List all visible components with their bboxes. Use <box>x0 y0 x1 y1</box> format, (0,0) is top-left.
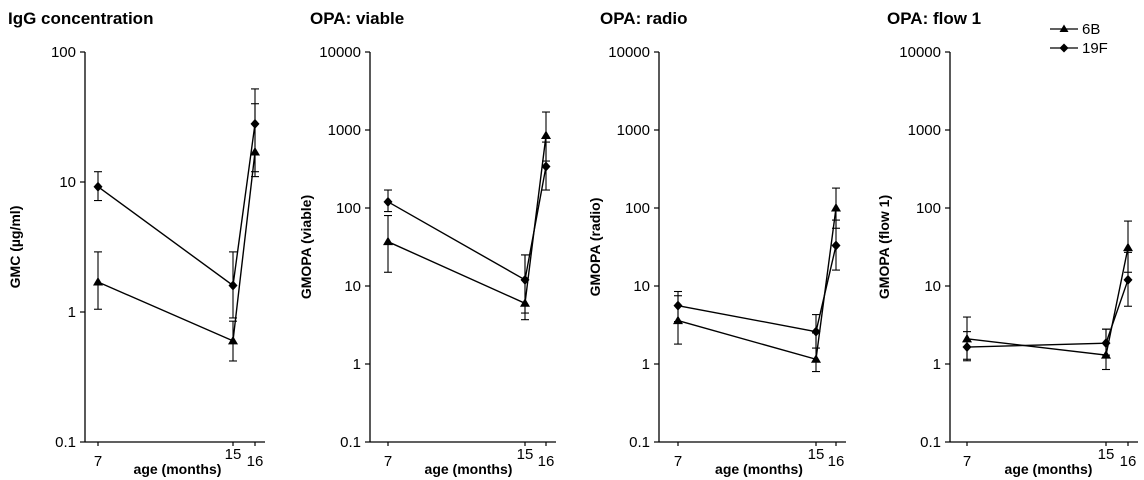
data-point-triangle <box>811 354 821 363</box>
series-19f <box>962 251 1133 360</box>
legend-marker-triangle <box>1059 24 1069 32</box>
series-line <box>97 123 256 287</box>
x-axis-label: age (months) <box>134 461 222 477</box>
chart-title: OPA: flow 1 <box>887 9 981 28</box>
y-tick-label: 1000 <box>617 122 650 139</box>
y-tick-label: 10 <box>924 278 941 295</box>
data-point-diamond <box>520 274 530 285</box>
data-point-diamond <box>250 118 260 129</box>
x-tick-label: 16 <box>828 453 845 470</box>
series-19f <box>673 219 841 349</box>
legend: 6B 19F <box>1050 21 1108 57</box>
data-point-triangle <box>1123 242 1133 252</box>
y-tick-label: 100 <box>51 44 76 61</box>
data-point-diamond <box>962 342 972 353</box>
chart-title: OPA: viable <box>310 9 404 28</box>
y-axis-label: GMOPA (radio) <box>587 198 603 297</box>
x-tick-label: 7 <box>94 453 102 470</box>
series-line <box>677 245 837 333</box>
y-axis-label: GMOPA (viable) <box>298 195 314 299</box>
y-tick-label: 1000 <box>908 122 941 139</box>
series-line <box>387 166 547 281</box>
y-tick-label: 100 <box>336 200 361 217</box>
y-tick-label: 10000 <box>608 44 650 61</box>
x-tick-label: 16 <box>247 453 264 470</box>
y-tick-label: 100 <box>625 200 650 217</box>
y-tick-label: 0.1 <box>55 434 76 451</box>
y-tick-label: 1000 <box>328 122 361 139</box>
y-tick-label: 10 <box>344 278 361 295</box>
series-6b <box>383 111 551 321</box>
series-line <box>97 151 256 342</box>
series-6b <box>962 220 1133 371</box>
series-line <box>677 207 837 361</box>
chart-title: IgG concentration <box>8 9 153 28</box>
x-axis-label: age (months) <box>425 461 513 477</box>
data-point-triangle <box>383 236 393 246</box>
chart-title: OPA: radio <box>600 9 688 28</box>
data-point-diamond <box>811 326 821 337</box>
y-axis-label: GMOPA (flow 1) <box>876 195 892 299</box>
x-tick-label: 7 <box>674 453 682 470</box>
x-tick-label: 16 <box>538 453 555 470</box>
x-axis-label: age (months) <box>715 461 803 477</box>
y-tick-label: 1 <box>353 356 361 373</box>
data-point-triangle <box>93 277 103 286</box>
data-point-diamond <box>1101 338 1111 349</box>
x-tick-label: 7 <box>963 453 971 470</box>
data-point-diamond <box>673 300 683 311</box>
y-tick-label: 10000 <box>899 44 941 61</box>
data-point-diamond <box>541 161 551 172</box>
y-tick-label: 0.1 <box>920 434 941 451</box>
data-point-diamond <box>1123 274 1133 285</box>
series-line <box>966 247 1129 356</box>
legend-label-6b: 6B <box>1082 21 1100 38</box>
chart-panel-4: OPA: flow 1 10000 1000 100 10 1 0.1 7 15 16 age (m… <box>876 9 1138 477</box>
series-line <box>966 279 1129 348</box>
y-tick-label: 10000 <box>319 44 361 61</box>
data-point-triangle <box>831 203 841 212</box>
y-axis-label: GMC (µg/ml) <box>7 206 23 289</box>
x-axis-label: age (months) <box>1005 461 1093 477</box>
data-point-triangle <box>541 130 551 140</box>
x-tick-label: 7 <box>384 453 392 470</box>
x-tick-label: 15 <box>517 446 534 463</box>
x-tick-label: 15 <box>225 446 242 463</box>
legend-marker-diamond <box>1059 43 1069 53</box>
chart-panel-3: OPA: radio 10000 1000 100 10 1 0.1 7 15 16 age (mo… <box>587 9 846 477</box>
data-point-diamond <box>93 181 103 192</box>
data-point-diamond <box>831 240 841 251</box>
legend-label-19f: 19F <box>1082 40 1108 57</box>
y-tick-label: 0.1 <box>340 434 361 451</box>
x-tick-label: 15 <box>808 446 825 463</box>
y-tick-label: 100 <box>916 200 941 217</box>
chart-panel-1: IgG concentration 100 10 1 0.1 7 15 16 age (mont… <box>7 9 265 477</box>
y-tick-label: 1 <box>68 304 76 321</box>
series-6b <box>93 103 260 362</box>
chart-panel-2: OPA: viable 10000 1000 100 10 1 0.1 7 15 16 age (m… <box>298 9 556 477</box>
y-tick-label: 10 <box>633 278 650 295</box>
y-tick-label: 0.1 <box>629 434 650 451</box>
data-point-triangle <box>228 335 238 345</box>
x-tick-label: 16 <box>1120 453 1137 470</box>
y-tick-label: 1 <box>642 356 650 373</box>
series-19f <box>93 88 260 319</box>
x-tick-label: 15 <box>1098 446 1115 463</box>
series-19f <box>383 141 551 314</box>
data-point-diamond <box>383 196 393 207</box>
y-tick-label: 10 <box>59 174 76 191</box>
y-tick-label: 1 <box>933 356 941 373</box>
data-point-diamond <box>228 280 238 291</box>
